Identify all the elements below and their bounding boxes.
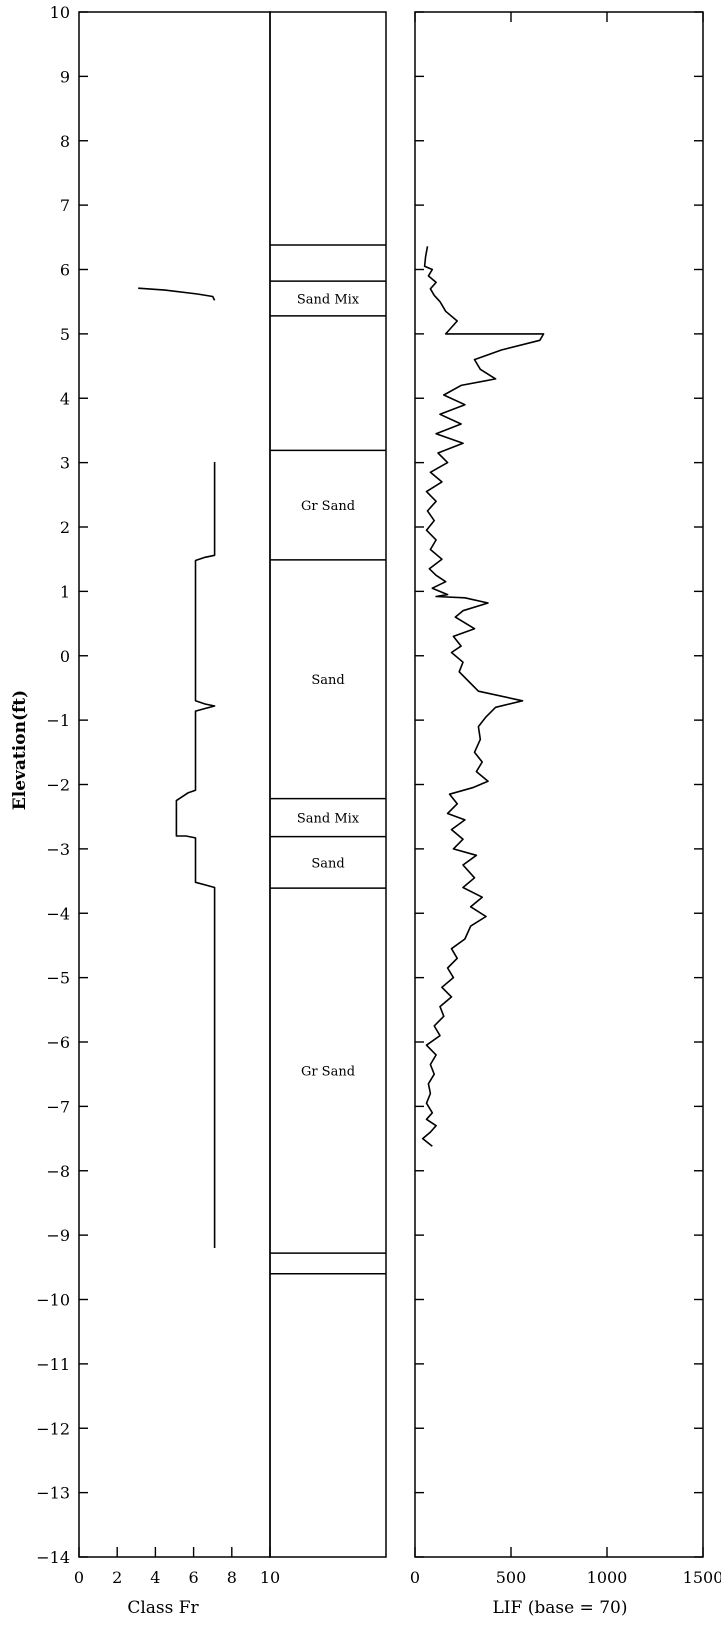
layer-label: Sand (311, 856, 344, 871)
y-tick-label: 5 (60, 325, 70, 344)
class-series-group (138, 287, 216, 1248)
class-series-line-1 (138, 287, 216, 301)
class-x-axis-title: Class Fr (127, 1598, 199, 1618)
y-tick-label: −6 (46, 1033, 70, 1052)
layer-label: Sand Mix (297, 812, 360, 827)
y-tick-label: 2 (60, 518, 70, 537)
class-series-line-2 (175, 462, 216, 1248)
y-tick-label: −5 (46, 969, 70, 988)
y-tick-label: 8 (60, 132, 70, 151)
lif-x-tick-label: 500 (496, 1568, 527, 1587)
y-tick-label: −13 (36, 1484, 70, 1503)
lif-axis-ticks (415, 11, 703, 1558)
lif-series-line-1 (421, 246, 545, 1147)
lithology-panel: Sand Mix Gr Sand Sand Sand Mix Sand Gr Sand (269, 11, 387, 1558)
class-plot-frame (78, 11, 271, 1558)
class-x-tick-label: 2 (112, 1568, 122, 1587)
y-tick-label: 4 (60, 389, 70, 408)
lif-panel: 0 500 1000 1500 LIF (base = 70) (410, 11, 721, 1618)
lithology-boundaries (270, 244, 386, 1275)
class-panel: 109876543210−1−2−3−4−5−6−7−8−9−10−11−12−… (10, 3, 280, 1618)
y-tick-label: −14 (36, 1548, 70, 1567)
lif-plot-frame (414, 11, 704, 1558)
lif-x-axis-ticks: 0 500 1000 1500 (410, 12, 721, 1587)
layer-label: Gr Sand (301, 499, 355, 514)
class-x-tick-label: 10 (260, 1568, 280, 1587)
class-x-tick-label: 4 (150, 1568, 160, 1587)
class-x-tick-label: 6 (189, 1568, 199, 1587)
layer-label: Sand (311, 673, 344, 688)
y-tick-label: 3 (60, 454, 70, 473)
y-tick-label: −12 (36, 1419, 70, 1438)
y-tick-label: −4 (46, 904, 70, 923)
layer-label: Gr Sand (301, 1065, 355, 1080)
y-tick-label: 10 (50, 3, 70, 22)
y-axis-ticks (79, 11, 88, 1558)
y-tick-label: −10 (36, 1291, 70, 1310)
y-tick-label: 9 (60, 67, 70, 86)
lithology-labels: Sand Mix Gr Sand Sand Sand Mix Sand Gr Sand (297, 292, 360, 1079)
layer-label: Sand Mix (297, 292, 360, 307)
lithology-column-frame (269, 11, 387, 1558)
y-axis-tick-labels: 109876543210−1−2−3−4−5−6−7−8−9−10−11−12−… (36, 3, 70, 1567)
y-tick-label: 6 (60, 261, 70, 280)
y-tick-label: −1 (46, 711, 70, 730)
lif-series-group (421, 246, 545, 1147)
class-x-tick-label: 8 (227, 1568, 237, 1587)
class-x-axis-ticks: 0 2 4 6 8 10 (74, 1547, 280, 1587)
lif-x-axis-title: LIF (base = 70) (493, 1598, 628, 1618)
y-tick-label: −2 (46, 776, 70, 795)
y-tick-label: −3 (46, 840, 70, 859)
y-tick-label: −8 (46, 1162, 70, 1181)
class-x-tick-label: 0 (74, 1568, 84, 1587)
lif-x-tick-label: 1000 (587, 1568, 628, 1587)
y-tick-label: 7 (60, 196, 70, 215)
y-axis-title: Elevation(ft) (10, 690, 30, 810)
y-tick-label: −11 (36, 1355, 70, 1374)
y-tick-label: −7 (46, 1097, 70, 1116)
y-tick-label: 1 (60, 582, 70, 601)
lif-x-tick-label: 0 (410, 1568, 420, 1587)
lif-x-tick-label: 1500 (683, 1568, 721, 1587)
y-tick-label: −9 (46, 1226, 70, 1245)
y-tick-label: 0 (60, 647, 70, 666)
